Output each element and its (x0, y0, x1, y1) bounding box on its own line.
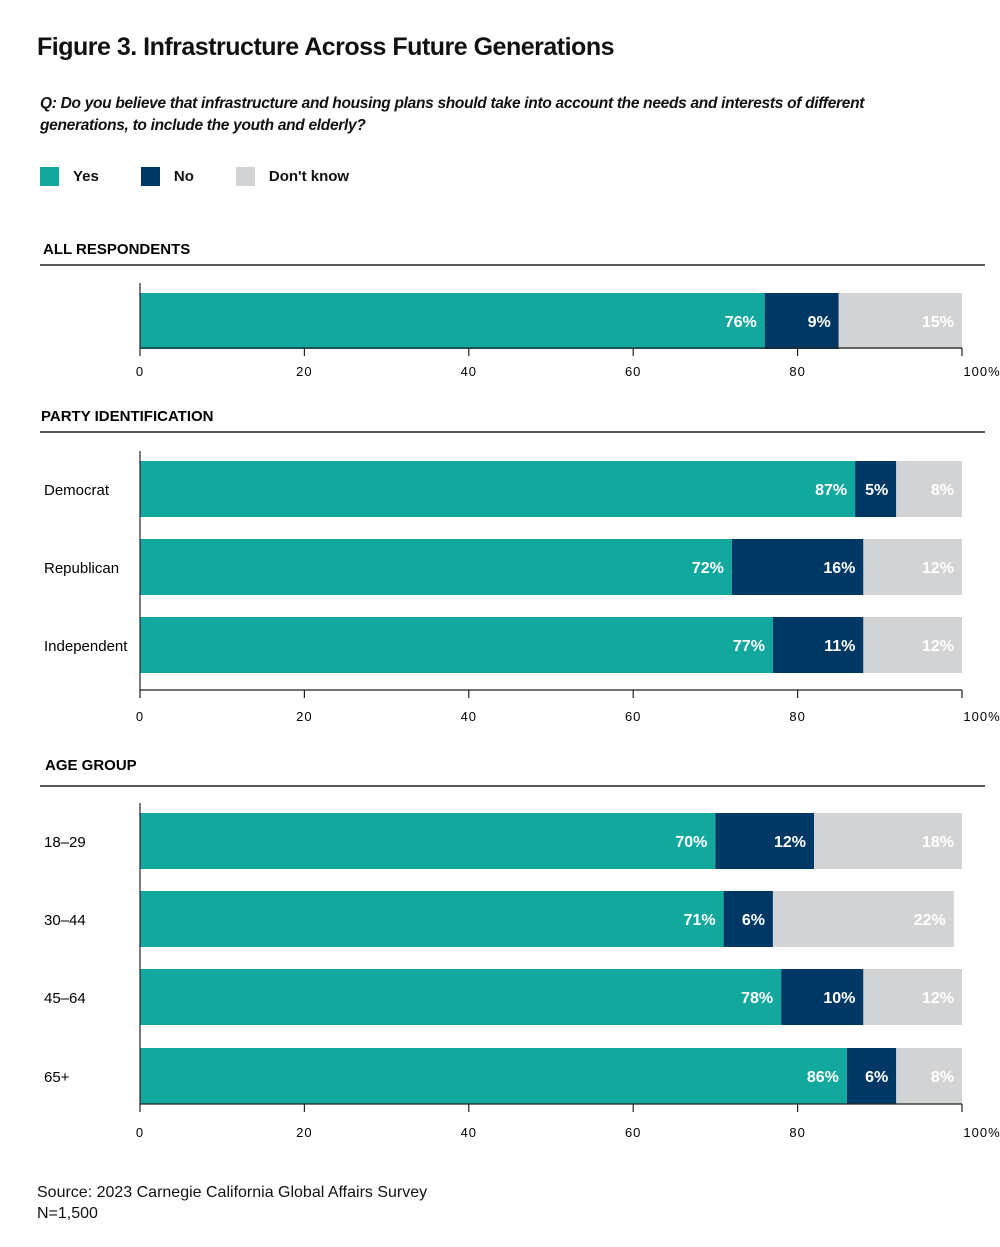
data-label: 12% (774, 834, 806, 851)
category-label: Republican (44, 560, 119, 577)
x-tick-label: 60 (625, 1125, 641, 1140)
x-tick-label: 100% (963, 709, 1000, 724)
data-label: 15% (922, 314, 954, 331)
bar-segment-no (764, 293, 839, 349)
x-tick-label: 100% (963, 1125, 1000, 1140)
category-label: Independent (44, 638, 128, 655)
legend-swatch (40, 167, 59, 186)
bar-segment-yes (140, 891, 724, 947)
data-label: 10% (823, 990, 855, 1007)
survey-question: Q: Do you believe that infrastructure an… (40, 95, 865, 134)
bar-segment-don-t-know (814, 813, 962, 869)
bar-segment-don-t-know (896, 461, 962, 517)
legend-item-yes: Yes (40, 167, 99, 186)
source-note: Source: 2023 Carnegie California Global … (37, 1182, 427, 1224)
bar-segment-yes (140, 813, 716, 869)
data-label: 78% (741, 990, 773, 1007)
bar-segment-don-t-know (772, 891, 954, 947)
data-label: 70% (675, 834, 707, 851)
x-tick-label: 80 (789, 709, 805, 724)
data-label: 11% (824, 638, 855, 655)
x-tick-label: 20 (296, 364, 312, 379)
data-label: 9% (808, 314, 831, 331)
data-label: 86% (807, 1069, 839, 1086)
data-label: 77% (733, 638, 765, 655)
bar-segment-don-t-know (863, 617, 962, 673)
x-tick-label: 60 (625, 364, 641, 379)
data-label: 12% (922, 990, 954, 1007)
category-label: 18–29 (44, 834, 86, 851)
x-tick-label: 60 (625, 709, 641, 724)
panel-title: AGE GROUP (45, 757, 137, 774)
data-label: 5% (865, 482, 888, 499)
legend: Yes No Don't know (40, 167, 391, 186)
panel-title: PARTY IDENTIFICATION (41, 408, 214, 425)
x-tick-label: 0 (136, 1125, 144, 1140)
data-label: 22% (914, 912, 946, 929)
x-tick-label: 80 (789, 1125, 805, 1140)
data-label: 6% (865, 1069, 888, 1086)
x-tick-label: 80 (789, 364, 805, 379)
category-label: 65+ (44, 1069, 70, 1086)
data-label: 8% (931, 482, 954, 499)
bar-segment-don-t-know (896, 1048, 962, 1104)
bar-segment-no (781, 969, 864, 1025)
x-tick-label: 0 (136, 364, 144, 379)
legend-item-dont-know: Don't know (235, 167, 349, 186)
bar-segment-don-t-know (863, 539, 962, 595)
data-label: 6% (742, 912, 765, 929)
bar-segment-yes (140, 1048, 847, 1104)
data-label: 16% (823, 560, 855, 577)
x-tick-label: 40 (461, 1125, 477, 1140)
bar-segment-no (772, 617, 864, 673)
x-tick-label: 40 (461, 709, 477, 724)
bar-segment-yes (140, 293, 765, 349)
figure-title: Figure 3. Infrastructure Across Future G… (37, 33, 615, 61)
panel-title: ALL RESPONDENTS (43, 241, 190, 258)
bar-segment-yes (140, 969, 782, 1025)
bar-segment-yes (140, 539, 732, 595)
bar-segment-no (846, 1048, 897, 1104)
data-label: 18% (922, 834, 954, 851)
data-label: 8% (931, 1069, 954, 1086)
sample-size: N=1,500 (37, 1205, 98, 1222)
bar-segment-yes (140, 617, 773, 673)
legend-swatch (140, 167, 160, 186)
x-tick-label: 0 (136, 709, 144, 724)
bar-segment-no (855, 461, 897, 517)
category-label: Democrat (44, 482, 110, 499)
source-text: Source: 2023 Carnegie California Global … (37, 1184, 428, 1201)
legend-item-no: No (140, 167, 194, 186)
data-label: 12% (922, 560, 954, 577)
data-label: 12% (922, 638, 954, 655)
bar-segment-no (723, 891, 773, 947)
bar-segment-no (715, 813, 815, 869)
x-tick-label: 40 (461, 364, 477, 379)
category-label: 30–44 (44, 912, 86, 929)
x-tick-label: 100% (963, 364, 1000, 379)
legend-swatch (235, 167, 255, 186)
data-label: 87% (815, 482, 847, 499)
category-label: 45–64 (44, 990, 86, 1007)
x-tick-label: 20 (296, 1125, 312, 1140)
data-label: 72% (692, 560, 724, 577)
data-label: 71% (684, 912, 716, 929)
bar-segment-no (731, 539, 864, 595)
bar-segment-don-t-know (838, 293, 962, 349)
data-label: 76% (725, 314, 757, 331)
x-tick-label: 20 (296, 709, 312, 724)
bar-segment-don-t-know (863, 969, 962, 1025)
bar-segment-yes (140, 461, 856, 517)
